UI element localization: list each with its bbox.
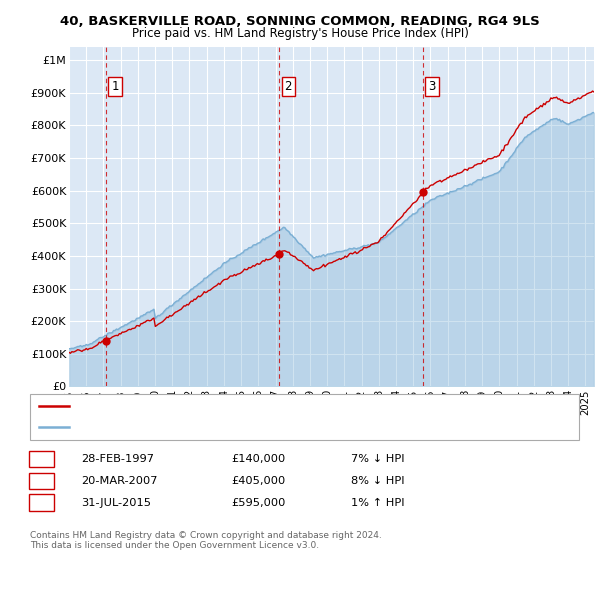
Text: 3: 3 [38, 496, 45, 509]
Text: 7% ↓ HPI: 7% ↓ HPI [351, 454, 404, 464]
Text: 40, BASKERVILLE ROAD, SONNING COMMON, READING, RG4 9LS (detached house): 40, BASKERVILLE ROAD, SONNING COMMON, RE… [75, 401, 494, 411]
Text: 3: 3 [428, 80, 436, 93]
Text: 1% ↑ HPI: 1% ↑ HPI [351, 498, 404, 507]
Text: 1: 1 [38, 453, 45, 466]
Text: 2: 2 [38, 474, 45, 487]
Text: £140,000: £140,000 [231, 454, 285, 464]
Text: £405,000: £405,000 [231, 476, 285, 486]
Text: 1: 1 [112, 80, 119, 93]
Text: 31-JUL-2015: 31-JUL-2015 [81, 498, 151, 507]
Text: 2: 2 [284, 80, 292, 93]
Text: Contains HM Land Registry data © Crown copyright and database right 2024.
This d: Contains HM Land Registry data © Crown c… [30, 531, 382, 550]
Text: 40, BASKERVILLE ROAD, SONNING COMMON, READING, RG4 9LS: 40, BASKERVILLE ROAD, SONNING COMMON, RE… [60, 15, 540, 28]
Text: £595,000: £595,000 [231, 498, 286, 507]
Text: 8% ↓ HPI: 8% ↓ HPI [351, 476, 404, 486]
Text: 28-FEB-1997: 28-FEB-1997 [81, 454, 154, 464]
Text: 20-MAR-2007: 20-MAR-2007 [81, 476, 157, 486]
Text: Price paid vs. HM Land Registry's House Price Index (HPI): Price paid vs. HM Land Registry's House … [131, 27, 469, 40]
Text: HPI: Average price, detached house, South Oxfordshire: HPI: Average price, detached house, Sout… [75, 422, 353, 432]
